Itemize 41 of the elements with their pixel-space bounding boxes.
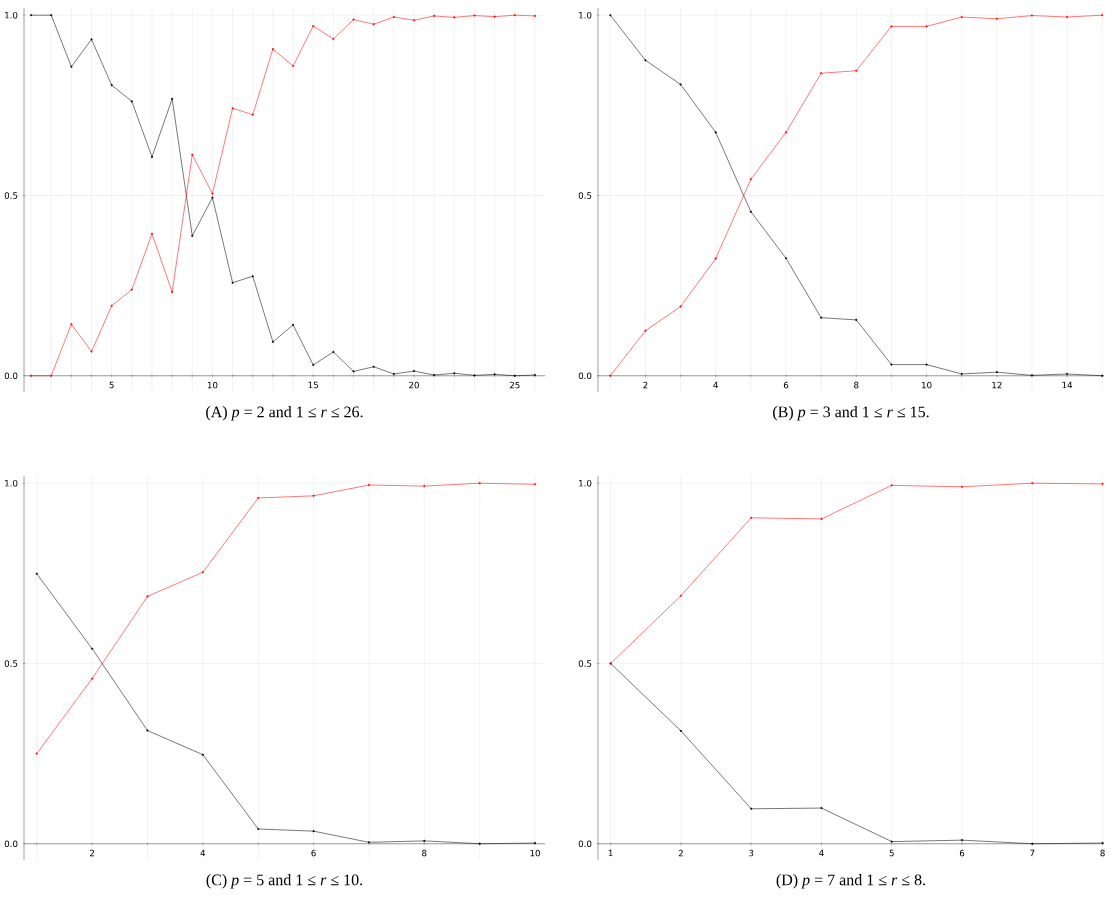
x-tick-label: 2 bbox=[678, 849, 683, 857]
x-tick-label: 10 bbox=[530, 849, 540, 857]
text: (A) p = 2 and 1 ≤ r ≤ 26. bbox=[206, 406, 363, 421]
text: (B) p = 3 and 1 ≤ r ≤ 15. bbox=[773, 406, 929, 421]
x-tick-label: 20 bbox=[409, 381, 419, 389]
y-tick-label: 0.5 bbox=[4, 660, 18, 667]
x-tick-label: 7 bbox=[1030, 849, 1035, 857]
text: (C) p = 5 and 1 ≤ r ≤ 10. bbox=[206, 874, 363, 889]
x-tick-label: 25 bbox=[509, 381, 520, 389]
y-tick-label: 0.0 bbox=[578, 372, 592, 380]
x-tick-label: 10 bbox=[207, 381, 218, 389]
x-tick-label: 4 bbox=[200, 849, 206, 857]
x-tick-label: 2 bbox=[89, 849, 94, 857]
y-tick-label: 0.0 bbox=[578, 840, 592, 848]
y-tick-label: 0.5 bbox=[578, 192, 592, 199]
x-tick-label: 15 bbox=[308, 381, 318, 389]
x-tick-label: 8 bbox=[422, 849, 427, 857]
x-tick-label: 6 bbox=[959, 849, 965, 857]
x-tick-label: 3 bbox=[749, 849, 754, 857]
x-tick-label: 8 bbox=[854, 381, 859, 389]
x-tick-label: 4 bbox=[819, 849, 824, 857]
y-tick-label: 1.0 bbox=[5, 479, 18, 487]
text: (D) p = 7 and 1 ≤ r ≤ 8. bbox=[776, 874, 926, 889]
x-tick-label: 8 bbox=[1100, 849, 1105, 857]
x-tick-label: 2 bbox=[643, 381, 648, 389]
x-tick-label: 1 bbox=[608, 849, 613, 857]
y-tick-label: 1.0 bbox=[579, 479, 592, 487]
x-tick-label: 4 bbox=[713, 381, 718, 389]
y-tick-label: 1.0 bbox=[579, 11, 592, 19]
x-tick-label: 5 bbox=[109, 381, 114, 389]
x-tick-label: 6 bbox=[783, 381, 789, 389]
y-tick-label: 0.0 bbox=[4, 840, 18, 848]
y-tick-label: 0.0 bbox=[4, 372, 18, 380]
x-tick-label: 12 bbox=[992, 381, 1002, 389]
y-tick-label: 0.5 bbox=[4, 192, 18, 199]
x-tick-label: 5 bbox=[889, 849, 894, 857]
x-tick-label: 6 bbox=[311, 849, 316, 857]
x-tick-label: 10 bbox=[921, 381, 932, 389]
x-tick-label: 14 bbox=[1062, 381, 1073, 389]
y-tick-label: 0.5 bbox=[578, 660, 592, 667]
y-tick-label: 1.0 bbox=[5, 11, 18, 19]
